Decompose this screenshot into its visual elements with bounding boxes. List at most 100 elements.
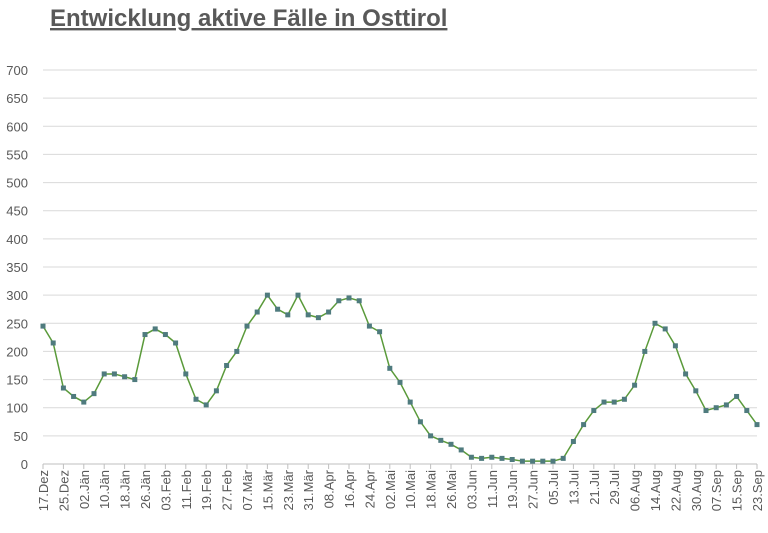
data-marker (346, 295, 352, 301)
data-marker (111, 371, 117, 377)
x-tick-label: 15.Sep (730, 470, 745, 511)
data-marker (387, 365, 393, 371)
data-marker (479, 455, 485, 461)
data-marker (132, 377, 138, 383)
x-tick-label: 25.Dez (56, 470, 71, 511)
data-marker (315, 315, 321, 321)
data-marker (142, 332, 148, 338)
data-marker (734, 393, 740, 399)
data-marker (101, 371, 107, 377)
x-tick-label: 10.Jän (97, 470, 112, 509)
y-tick-label: 450 (6, 204, 28, 219)
y-tick-label: 50 (14, 429, 28, 444)
y-tick-label: 550 (6, 147, 28, 162)
x-tick-label: 15.Mär (260, 469, 275, 510)
data-marker (366, 323, 372, 329)
data-marker (642, 348, 648, 354)
data-marker (295, 292, 301, 298)
x-tick-label: 13.Jul (566, 470, 581, 505)
data-marker (448, 441, 454, 447)
x-tick-label: 18.Mai (424, 470, 439, 509)
data-marker (754, 422, 760, 428)
y-tick-label: 200 (6, 344, 28, 359)
data-marker (285, 312, 291, 318)
x-tick-label: 02.Jän (77, 470, 92, 509)
data-marker (377, 329, 383, 335)
data-marker (213, 388, 219, 394)
data-marker (519, 458, 525, 464)
data-marker (693, 388, 699, 394)
x-tick-label: 24.Apr (362, 469, 377, 508)
x-tick-label: 29.Jul (607, 470, 622, 505)
data-marker (611, 399, 617, 405)
data-marker (652, 320, 658, 326)
x-tick-label: 05.Jul (546, 470, 561, 505)
data-marker (438, 437, 444, 443)
y-tick-label: 500 (6, 176, 28, 191)
data-marker (234, 348, 240, 354)
data-marker (713, 405, 719, 411)
data-marker (244, 323, 250, 329)
chart-title: Entwicklung aktive Fälle in Osttirol (50, 5, 447, 32)
data-marker (632, 382, 638, 388)
data-marker (91, 391, 97, 397)
data-marker (50, 340, 56, 346)
x-tick-label: 23.Mär (281, 469, 296, 510)
x-tick-label: 27.Feb (220, 470, 235, 510)
data-marker (570, 438, 576, 444)
x-tick-label: 07.Mär (240, 469, 255, 510)
data-marker (621, 396, 627, 402)
data-marker (152, 326, 158, 332)
x-tick-label: 02.Mai (383, 470, 398, 509)
x-tick-label: 08.Apr (322, 469, 337, 508)
data-marker (326, 309, 332, 315)
y-tick-label: 300 (6, 288, 28, 303)
x-tick-label: 18.Jän (118, 470, 133, 509)
data-marker (193, 396, 199, 402)
x-tick-label: 19.Feb (199, 470, 214, 510)
data-marker (703, 408, 709, 414)
data-marker (540, 458, 546, 464)
x-tick-label: 26.Mai (444, 470, 459, 509)
data-marker (662, 326, 668, 332)
y-tick-label: 100 (6, 401, 28, 416)
data-marker (499, 455, 505, 461)
data-marker (60, 385, 66, 391)
x-tick-label: 19.Jun (505, 470, 520, 509)
data-marker (581, 422, 587, 428)
data-marker (397, 379, 403, 385)
data-marker (162, 332, 168, 338)
y-tick-label: 150 (6, 373, 28, 388)
data-marker (356, 298, 362, 304)
data-marker (173, 340, 179, 346)
data-marker (591, 408, 597, 414)
data-marker (40, 323, 46, 329)
y-tick-label: 600 (6, 119, 28, 134)
x-tick-label: 16.Apr (342, 469, 357, 508)
x-tick-label: 06.Aug (628, 470, 643, 511)
data-marker (530, 458, 536, 464)
data-marker (305, 312, 311, 318)
x-tick-label: 10.Mai (403, 470, 418, 509)
x-tick-label: 03.Feb (158, 470, 173, 510)
data-marker (560, 455, 566, 461)
x-tick-label: 23.Sep (750, 470, 765, 511)
y-tick-label: 350 (6, 260, 28, 275)
x-tick-label: 27.Jun (526, 470, 541, 509)
data-marker (254, 309, 260, 315)
x-tick-label: 22.Aug (668, 470, 683, 511)
data-marker (81, 399, 87, 405)
x-tick-label: 03.Jun (464, 470, 479, 509)
y-tick-label: 0 (21, 457, 28, 472)
data-marker (672, 343, 678, 349)
x-tick-label: 17.Dez (36, 470, 51, 511)
data-marker (468, 454, 474, 460)
data-marker (224, 363, 230, 368)
data-marker (71, 393, 77, 399)
x-tick-label: 11.Jun (485, 470, 500, 508)
x-tick-label: 30.Aug (689, 470, 704, 511)
x-tick-label: 21.Jul (587, 470, 602, 505)
data-marker (683, 371, 689, 377)
x-tick-label: 31.Mär (301, 469, 316, 510)
